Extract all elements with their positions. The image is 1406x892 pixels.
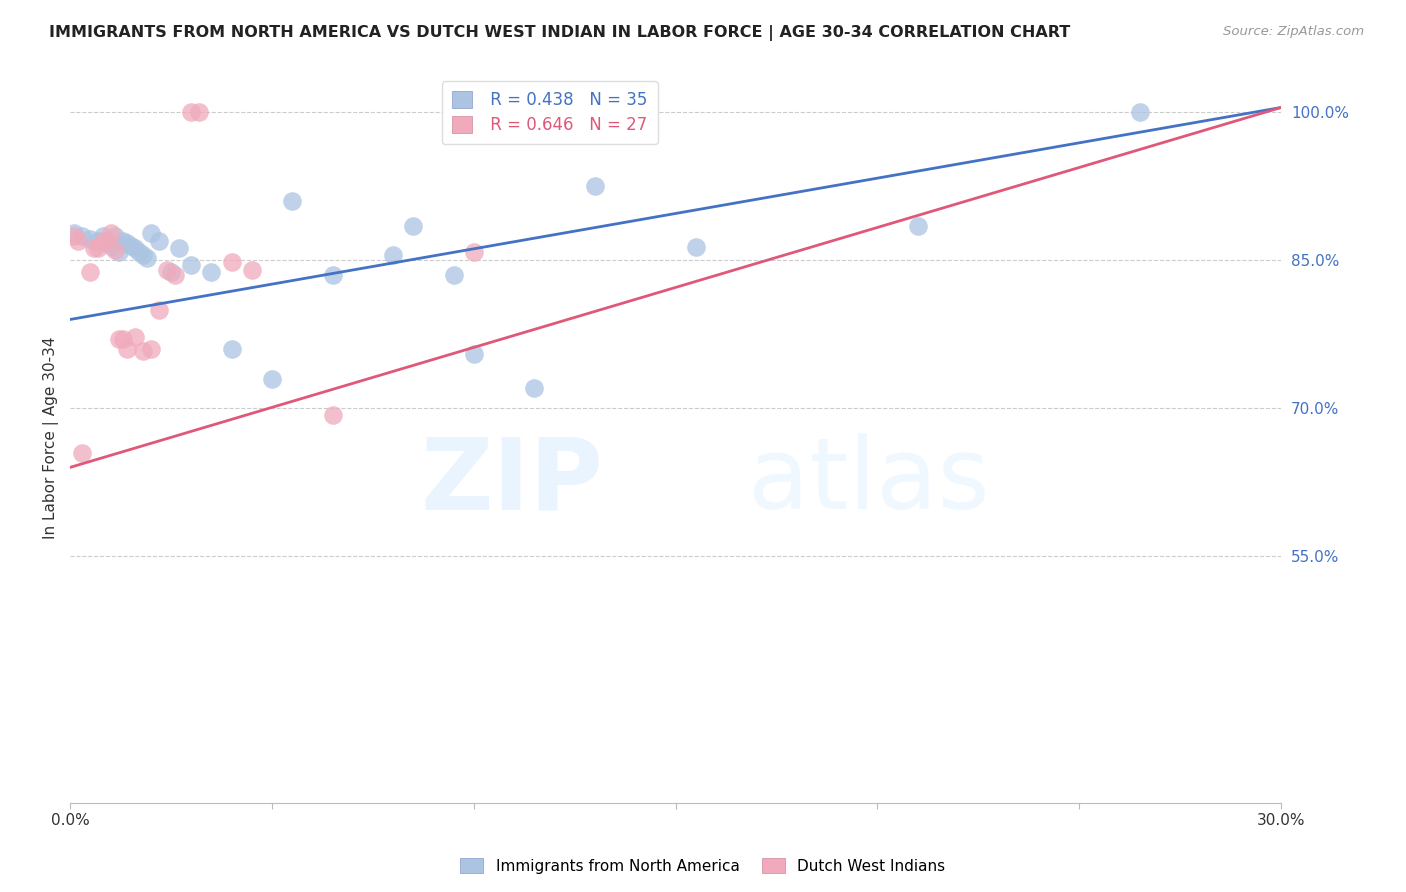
- Point: [463, 245, 485, 260]
- Point: [91, 234, 114, 248]
- Point: [63, 226, 86, 240]
- Point: [180, 258, 202, 272]
- Point: [79, 231, 101, 245]
- Point: [139, 226, 162, 240]
- Point: [221, 255, 243, 269]
- Point: [67, 234, 90, 248]
- Legend: Immigrants from North America, Dutch West Indians: Immigrants from North America, Dutch Wes…: [454, 852, 952, 880]
- Point: [322, 408, 344, 422]
- Point: [87, 234, 110, 248]
- Point: [120, 238, 142, 252]
- Point: [104, 244, 127, 258]
- Point: [72, 228, 94, 243]
- Point: [132, 343, 155, 358]
- Point: [91, 228, 114, 243]
- Point: [124, 330, 146, 344]
- Point: [1129, 105, 1152, 120]
- Point: [135, 252, 157, 266]
- Point: [107, 332, 129, 346]
- Point: [188, 105, 211, 120]
- Point: [79, 265, 101, 279]
- Point: [402, 219, 425, 233]
- Point: [63, 228, 86, 243]
- Point: [100, 226, 122, 240]
- Point: [443, 268, 465, 282]
- Text: atlas: atlas: [748, 433, 990, 530]
- Point: [160, 265, 183, 279]
- Point: [156, 263, 179, 277]
- Point: [281, 194, 304, 208]
- Point: [139, 342, 162, 356]
- Point: [382, 248, 405, 262]
- Point: [96, 234, 118, 248]
- Point: [463, 347, 485, 361]
- Point: [482, 105, 505, 120]
- Text: ZIP: ZIP: [420, 433, 603, 530]
- Text: Source: ZipAtlas.com: Source: ZipAtlas.com: [1223, 25, 1364, 38]
- Point: [240, 263, 263, 277]
- Point: [543, 105, 565, 120]
- Point: [260, 371, 283, 385]
- Point: [523, 381, 546, 395]
- Point: [132, 248, 155, 262]
- Point: [107, 245, 129, 260]
- Point: [96, 235, 118, 250]
- Point: [180, 105, 202, 120]
- Point: [128, 245, 150, 260]
- Point: [124, 242, 146, 256]
- Point: [148, 234, 170, 248]
- Point: [221, 342, 243, 356]
- Point: [111, 332, 134, 346]
- Point: [72, 445, 94, 459]
- Point: [907, 219, 929, 233]
- Point: [167, 242, 190, 256]
- Point: [87, 242, 110, 256]
- Point: [115, 235, 138, 250]
- Point: [165, 268, 187, 282]
- Point: [111, 234, 134, 248]
- Y-axis label: In Labor Force | Age 30-34: In Labor Force | Age 30-34: [44, 336, 59, 539]
- Point: [100, 238, 122, 252]
- Legend:  R = 0.438   N = 35,  R = 0.646   N = 27: R = 0.438 N = 35, R = 0.646 N = 27: [441, 81, 658, 145]
- Point: [583, 179, 606, 194]
- Point: [322, 268, 344, 282]
- Point: [83, 242, 105, 256]
- Point: [200, 265, 222, 279]
- Point: [148, 302, 170, 317]
- Point: [115, 342, 138, 356]
- Point: [104, 228, 127, 243]
- Point: [685, 240, 707, 254]
- Text: IMMIGRANTS FROM NORTH AMERICA VS DUTCH WEST INDIAN IN LABOR FORCE | AGE 30-34 CO: IMMIGRANTS FROM NORTH AMERICA VS DUTCH W…: [49, 25, 1070, 41]
